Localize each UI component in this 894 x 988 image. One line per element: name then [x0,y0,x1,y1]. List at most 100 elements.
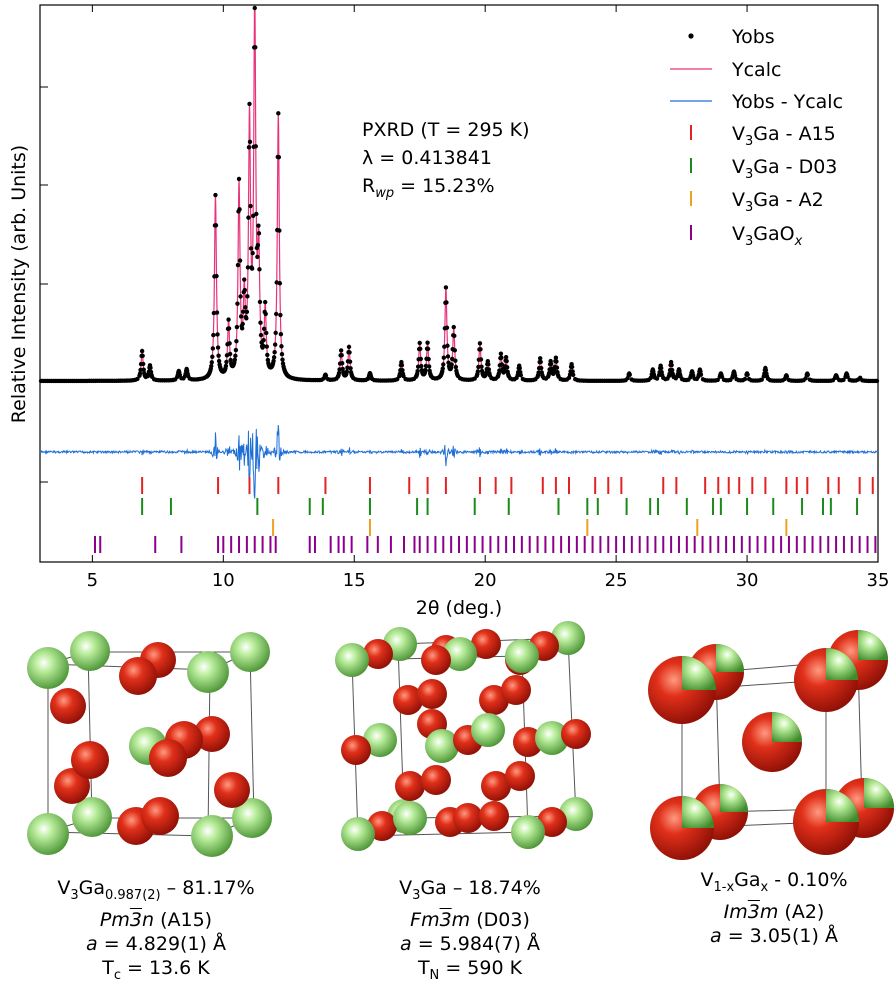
yobs-point [504,358,509,364]
yobs-point [803,376,808,381]
yobs-point [425,346,431,352]
yobs-point [449,362,454,367]
yobs-point [272,342,278,347]
yobs-point [418,346,423,352]
yobs-point [139,348,145,354]
yobs-point [213,192,218,198]
caption-a2-lattice: a = 3.05(1) Å [710,924,838,947]
ga-atom [335,643,369,677]
yobs-point [215,332,220,337]
yobs-point [237,207,242,212]
mixed-site-ga-fraction [826,648,858,680]
x-tick-label: 5 [87,570,98,591]
yobs-point [536,370,541,375]
yobs-point [446,360,451,365]
yobs-point [250,250,255,256]
yobs-point [256,231,262,236]
yobs-point [246,145,252,150]
ga-atom [559,797,593,831]
yobs-point [417,340,422,346]
ga-atom [535,721,569,755]
legend-a2-label: V3Ga - A2 [732,189,824,215]
yobs-point [241,309,246,314]
yobs-point [276,154,282,160]
v-atom [194,716,230,752]
yobs-point [253,144,258,149]
yobs-point [627,372,632,377]
x-tick-label: 20 [474,570,497,591]
yobs-point [732,373,738,378]
yobs-point [245,294,250,299]
yobs-point [453,358,458,363]
caption-d03-tn: TN = 590 K [417,956,523,983]
yobs-point [215,345,221,350]
yobs-point [140,361,146,367]
yobs-point [141,367,146,372]
yobs-point [444,300,449,305]
yobs-point [518,372,523,378]
caption-a15: V3Ga0.987(2) – 81.17% Pm3n (A15) a = 4.8… [6,876,306,988]
yobs-point [272,350,277,355]
yobs-point [254,211,259,217]
yobs-point [240,321,245,327]
ga-atom-back [232,798,272,838]
yobs-point [213,223,219,228]
yobs-point [445,343,450,348]
annotation-rwp: Rwp = 15.23% [362,175,495,201]
ga-atom [505,639,539,673]
mixed-site-ga-fraction [858,630,888,660]
mixed-site-ga-fraction [864,778,894,808]
ga-atom [443,637,477,671]
yobs-point [441,362,446,367]
x-tick-label: 10 [212,570,235,591]
yobs-point [453,364,459,370]
v-atom [50,688,86,724]
caption-a2-composition: V1-xGax - 0.10% [700,869,848,895]
yobs-point [348,366,353,371]
legend-yobs-label: Yobs [731,26,775,48]
yobs-point [279,351,285,357]
yobs-point [784,374,790,379]
yobs-point [248,246,254,251]
yobs-point [570,369,575,374]
yobs-point [233,353,238,359]
mixed-site-ga-fraction [682,656,716,690]
yobs-point [498,351,504,356]
yobs-point [232,357,238,362]
annotation-temperature: PXRD (T = 295 K) [362,119,530,141]
yobs-point [135,376,140,382]
yobs-series-points [38,5,880,384]
x-tick-label: 30 [736,570,759,591]
v-atom [393,685,423,715]
yobs-point [271,355,277,360]
yobs-point [537,356,543,361]
v-atom [214,772,250,808]
yobs-point [271,358,276,364]
yobs-point [137,371,143,376]
yobs-point [478,347,483,352]
yobs-point [443,285,449,290]
legend-yobs-marker [688,33,694,39]
yobs-point [238,314,244,319]
difference-series-line [39,425,879,499]
yobs-point [264,344,269,349]
caption-a2: V1-xGax - 0.10% Im3m (A2) a = 3.05(1) Å [624,868,894,948]
legend-a15-label: V3Ga - A15 [732,123,836,149]
yobs-point [340,366,345,372]
yobs-point [210,346,216,351]
yobs-point [246,215,251,220]
yobs-point [263,311,268,317]
yobs-point [239,326,245,331]
mixed-site-ga-fraction [826,789,859,822]
y-axis-label: Relative Intensity (arb. Units) [8,145,30,423]
yobs-point [475,369,481,374]
v-atom [421,765,451,795]
yobs-point [426,356,431,362]
structure-d03 [335,621,593,851]
yobs-point [277,281,283,286]
yobs-point [274,311,279,317]
yobs-point [211,332,216,338]
cell-edge [87,651,93,819]
yobs-point [344,369,350,374]
